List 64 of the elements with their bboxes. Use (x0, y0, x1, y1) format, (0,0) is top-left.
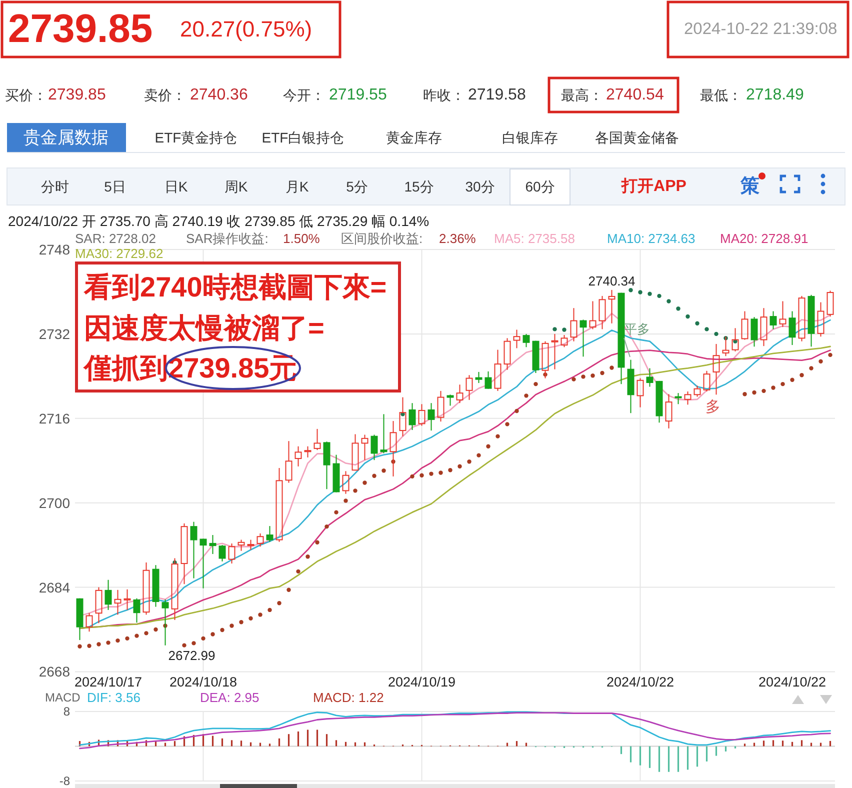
annotation: 因速度太慢被溜了= (84, 312, 324, 344)
series-label: MACD: 1.22 (313, 690, 384, 705)
text: 5分 (346, 178, 368, 194)
y-tick-label: 2748 (38, 242, 70, 258)
text: 2740.36 (190, 86, 248, 104)
text: SAR: 2728.02 (75, 231, 156, 246)
text: 日K (164, 178, 188, 194)
text: 策 (740, 176, 760, 197)
x-tick-label: 2024/10/17 (74, 674, 142, 690)
text: 2719.58 (468, 86, 526, 104)
text: 周K (224, 178, 248, 194)
text: 月K (285, 178, 310, 194)
text: MA5: 2735.58 (494, 231, 575, 246)
text: 1.50% (283, 231, 320, 246)
annotation: 看到2740時想截圖下來= (83, 272, 387, 302)
x-tick-label: 2024/10/22 (606, 674, 674, 690)
y-tick-label: 2700 (38, 494, 70, 511)
text: 2.36% (439, 231, 476, 246)
text: 2024-10-22 21:39:08 (684, 20, 838, 38)
x-tick-label: 2024/10/19 (388, 674, 456, 690)
text: 2739.85 (48, 86, 106, 104)
y-tick-label: 2684 (38, 579, 70, 596)
text: 2718.49 (746, 86, 804, 104)
text: 区间股价收益: (341, 231, 423, 246)
text: 今开： (283, 87, 325, 103)
text: MA10: 2734.63 (607, 231, 696, 246)
text: 30分 (465, 178, 495, 194)
chart-title: MACD (45, 690, 81, 704)
text: 白银库存 (502, 130, 558, 146)
x-tick-label: 2024/10/18 (169, 674, 238, 690)
text: MA20: 2728.91 (720, 231, 808, 246)
y-tick-label: 2732 (38, 326, 70, 342)
x-tick-label: 2024/10/22 (758, 674, 826, 690)
text: MA30: 2729.62 (75, 246, 164, 261)
y-tick-label: 8 (63, 704, 70, 718)
annotation: 多 (706, 398, 720, 416)
text: 15分 (404, 178, 434, 194)
tab: 60分 (510, 168, 570, 206)
text: 打开APP (620, 177, 687, 195)
y-tick-label: -8 (59, 774, 70, 788)
y-tick-label: 2716 (38, 410, 70, 426)
text: 各国黄金储备 (595, 130, 679, 146)
text: 买价： (5, 87, 47, 103)
tab: 贵金属数据 (7, 123, 126, 152)
text: 黄金库存 (386, 130, 442, 146)
text: 最高： (561, 87, 603, 103)
chart-title: 2024/10/22 开 2735.70 高 2740.19 收 2739.85 低 2735.29 幅 0.14% (8, 213, 430, 229)
text: DIF: 3.56 (87, 690, 140, 705)
text: 分时 (41, 178, 69, 194)
text: 昨收： (423, 87, 465, 103)
y-tick-label: 2668 (38, 664, 70, 680)
text: 2739.85 (8, 7, 153, 51)
text: 2719.55 (329, 86, 387, 104)
annotation: 2740.34 (588, 273, 636, 288)
text: 5日 (104, 178, 126, 194)
text: 最低： (700, 87, 742, 103)
text: 2740.54 (606, 86, 664, 104)
text: ETF黄金持仓 (154, 130, 238, 146)
series-label: DEA: 2.95 (200, 690, 260, 705)
text: 20.27(0.75%) (180, 16, 312, 42)
text: 卖价： (144, 87, 186, 103)
text: SAR操作收益: (186, 231, 268, 246)
text: ETF白银持仓 (262, 130, 344, 146)
annotation: 2672.99 (168, 648, 216, 663)
